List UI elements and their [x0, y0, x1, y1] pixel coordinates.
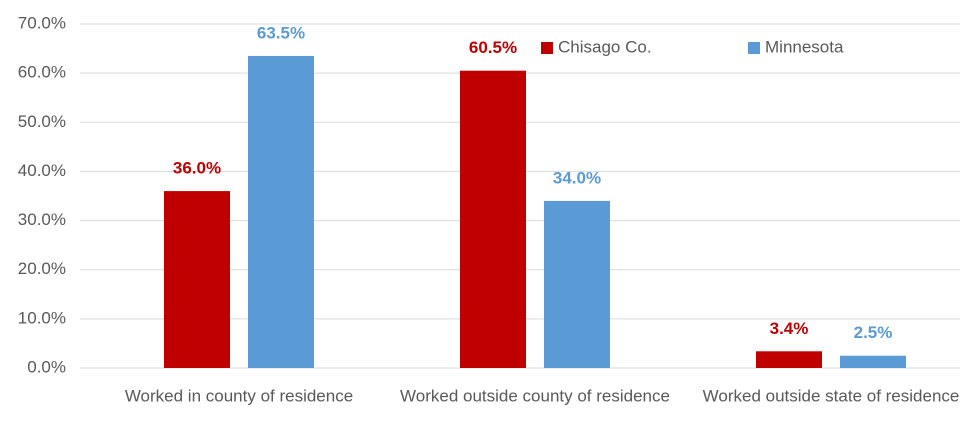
y-tick-label: 60.0%: [18, 63, 66, 82]
bar: [460, 70, 526, 368]
bar: [840, 355, 906, 368]
y-tick-label: 10.0%: [18, 308, 66, 327]
legend-swatch: [748, 42, 760, 54]
data-label: 2.5%: [854, 323, 893, 342]
data-label: 60.5%: [469, 38, 517, 57]
y-tick-label: 30.0%: [18, 210, 66, 229]
bar: [544, 200, 610, 368]
x-tick-label: Worked outside state of residence: [703, 386, 960, 405]
data-label: 63.5%: [257, 23, 305, 42]
y-tick-label: 50.0%: [18, 112, 66, 131]
bar: [164, 191, 230, 368]
y-tick-label: 70.0%: [18, 13, 66, 32]
legend-swatch: [541, 42, 553, 54]
y-tick-label: 20.0%: [18, 259, 66, 278]
legend-label: Chisago Co.: [558, 37, 652, 56]
data-label: 34.0%: [553, 168, 601, 187]
y-tick-label: 40.0%: [18, 161, 66, 180]
data-label: 36.0%: [173, 159, 221, 178]
y-tick-label: 0.0%: [27, 357, 66, 376]
x-tick-label: Worked outside county of residence: [400, 386, 670, 405]
data-label: 3.4%: [770, 319, 809, 338]
x-tick-label: Worked in county of residence: [125, 386, 353, 405]
legend-label: Minnesota: [765, 37, 844, 56]
bar: [248, 55, 314, 368]
bar: [756, 351, 822, 368]
